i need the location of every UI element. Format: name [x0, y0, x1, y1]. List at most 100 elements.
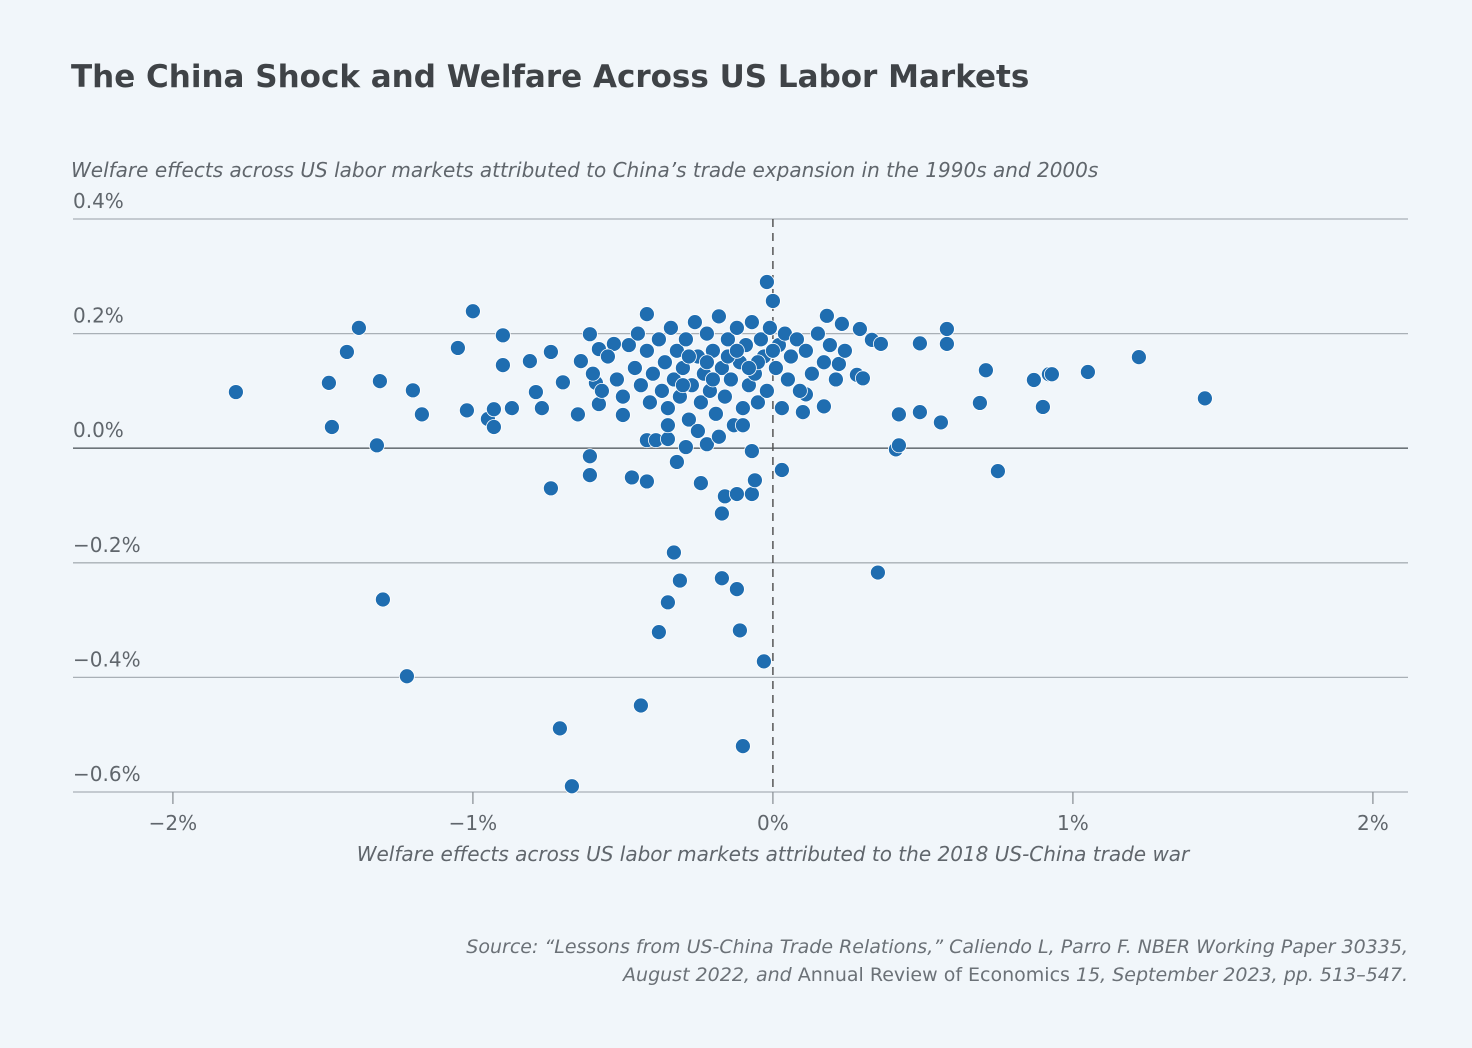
point — [582, 467, 598, 484]
point — [591, 396, 607, 412]
point — [732, 622, 748, 639]
point — [720, 331, 736, 348]
point — [705, 371, 721, 388]
point — [711, 308, 727, 325]
point — [729, 342, 745, 359]
point — [735, 400, 751, 416]
point — [690, 423, 706, 439]
point — [759, 382, 775, 399]
point — [678, 439, 694, 455]
point — [870, 564, 886, 581]
point — [663, 319, 679, 336]
point — [371, 373, 388, 390]
point — [729, 581, 745, 598]
point — [750, 394, 766, 411]
x-tick-label: 1% — [1057, 811, 1089, 835]
point — [660, 594, 676, 611]
point — [582, 448, 598, 465]
point — [765, 293, 781, 309]
point — [714, 570, 730, 587]
y-tick-label: −0.4% — [73, 647, 141, 671]
point — [768, 360, 784, 376]
x-tick-label: −1% — [449, 811, 498, 835]
point — [543, 344, 559, 360]
point — [633, 697, 649, 714]
y-tick-label: 0.0% — [73, 418, 124, 442]
point — [693, 394, 709, 411]
point — [464, 303, 481, 320]
point — [374, 591, 391, 608]
point — [639, 342, 655, 359]
point — [873, 336, 889, 352]
point — [708, 405, 724, 422]
point — [795, 404, 811, 421]
point — [552, 720, 568, 737]
point — [681, 411, 697, 428]
chart-subtitle: Welfare effects across US labor markets … — [71, 158, 1098, 182]
point — [747, 472, 763, 489]
point — [678, 331, 694, 348]
point — [729, 486, 745, 502]
point — [939, 336, 955, 352]
point — [651, 624, 667, 641]
point — [756, 653, 772, 670]
point — [792, 382, 808, 399]
point — [639, 473, 655, 490]
point — [494, 357, 511, 374]
point — [485, 401, 502, 418]
point — [609, 371, 625, 388]
point — [615, 388, 631, 405]
point — [990, 463, 1006, 480]
point — [711, 428, 727, 445]
point — [744, 486, 760, 502]
source-line: August 2022, and Annual Review of Econom… — [621, 964, 1408, 986]
point — [368, 437, 385, 454]
point — [503, 400, 520, 416]
point — [338, 344, 355, 360]
point — [485, 419, 502, 435]
point — [699, 436, 715, 453]
point — [1026, 372, 1042, 388]
point — [834, 315, 850, 332]
point — [1131, 349, 1147, 365]
point — [458, 402, 475, 419]
point — [666, 544, 682, 561]
point — [783, 348, 799, 365]
point — [693, 475, 709, 492]
point — [816, 354, 832, 371]
point — [615, 407, 631, 423]
point — [528, 384, 544, 400]
point — [699, 354, 715, 371]
chart-title: The China Shock and Welfare Across US La… — [71, 59, 1029, 95]
point — [654, 382, 670, 399]
point — [642, 394, 658, 411]
point — [765, 342, 781, 359]
point — [573, 353, 589, 370]
point — [675, 377, 691, 394]
point — [534, 400, 550, 416]
point — [633, 377, 649, 394]
point — [816, 398, 832, 415]
point — [660, 431, 676, 447]
source-part: 15, September 2023, pp. 513–547. — [1070, 964, 1408, 986]
point — [630, 325, 646, 342]
point — [657, 354, 673, 371]
point — [350, 319, 367, 336]
point — [741, 360, 757, 376]
point — [1080, 364, 1096, 380]
point — [672, 572, 688, 589]
point — [320, 374, 337, 391]
point — [624, 469, 640, 486]
point — [398, 668, 415, 685]
point — [404, 382, 421, 399]
point — [912, 335, 928, 352]
point — [762, 319, 778, 336]
source-line: Source: “Lessons from US-China Trade Rel… — [466, 936, 1408, 958]
point — [744, 314, 760, 331]
point — [669, 454, 685, 470]
point — [855, 370, 871, 387]
y-tick-label: −0.6% — [73, 762, 141, 786]
point — [699, 325, 715, 342]
point — [714, 505, 730, 522]
